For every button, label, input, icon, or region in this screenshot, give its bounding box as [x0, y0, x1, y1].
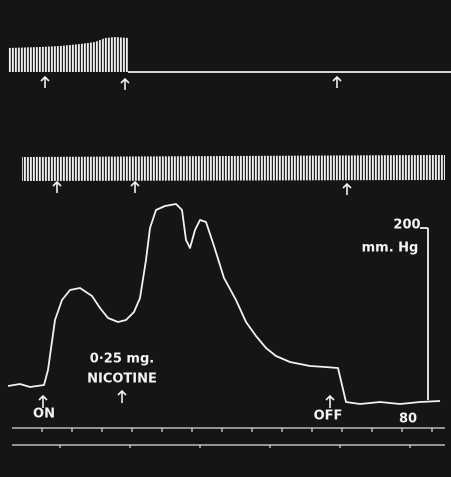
kymograph-record: 200 mm. Hg 80 ON 0·25 mg. NICOTINE OFF — [0, 0, 451, 477]
dose-label: 0·25 mg. — [90, 352, 154, 367]
off-label: OFF — [314, 409, 343, 424]
scale-bottom-label: 80 — [399, 412, 417, 427]
drug-label: NICOTINE — [87, 372, 157, 387]
scale-unit-label: mm. Hg — [362, 241, 419, 256]
on-label: ON — [33, 407, 55, 422]
scale-top-label: 200 — [393, 218, 420, 233]
